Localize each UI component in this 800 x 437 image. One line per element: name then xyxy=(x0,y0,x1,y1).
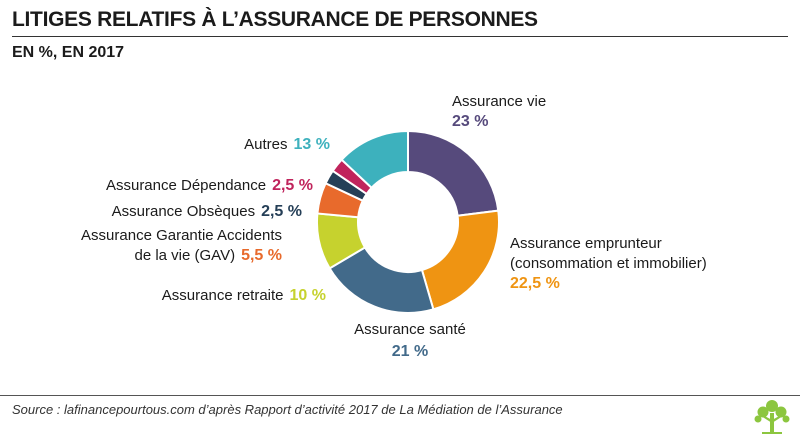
slice-label-gav: Assurance Garantie Accidents de la vie (G… xyxy=(81,227,282,264)
slice-label-autres: Autres 13 % xyxy=(244,136,330,153)
slice-label-dependance: Assurance Dépendance 2,5 % xyxy=(106,177,313,194)
slice-autres xyxy=(340,129,409,190)
slice-label-obseques: Assurance Obsèques 2,5 % xyxy=(112,203,302,220)
slice-label-line: Assurance emprunteur xyxy=(510,235,662,252)
slice-label-vie: Assurance vie 23 % xyxy=(452,93,546,130)
page-subtitle: EN %, EN 2017 xyxy=(12,44,125,61)
slice-value-dependance: 2,5 % xyxy=(272,177,313,194)
slice-emprunteur xyxy=(420,209,500,311)
slice-value-gav: 5,5 % xyxy=(241,247,282,264)
slice-value-emprunteur: 22,5 % xyxy=(510,275,560,292)
slice-value-retraite: 10 % xyxy=(290,287,326,304)
slice-vie xyxy=(407,129,500,217)
slice-label-line: Autres xyxy=(244,136,287,153)
slice-label-emprunteur: Assurance emprunteur (consommation et imm… xyxy=(510,235,707,292)
slice-value-sante: 21 % xyxy=(392,343,428,360)
footer-divider xyxy=(0,395,800,396)
slice-label-line: Assurance Obsèques xyxy=(112,203,255,220)
slice-label-sante: Assurance santé 21 % xyxy=(354,321,466,360)
slice-label-line: Assurance retraite xyxy=(162,287,284,304)
page-title: LITIGES RELATIFS À L’ASSURANCE DE PERSON… xyxy=(12,8,538,31)
tree-icon xyxy=(754,400,790,434)
slice-label-line: (consommation et immobilier) xyxy=(510,255,707,272)
title-divider xyxy=(12,36,788,37)
source-note: Source : lafinancepourtous.com d’après R… xyxy=(12,402,563,417)
donut-chart: Assurance vie 23 % Assurance emprunteur (co… xyxy=(81,93,707,360)
slice-value-obseques: 2,5 % xyxy=(261,203,302,220)
slice-label-line: Assurance santé xyxy=(354,321,466,338)
slice-label-line: Assurance vie xyxy=(452,93,546,110)
slice-label-line: Assurance Garantie Accidents xyxy=(81,227,282,244)
slice-label-retraite: Assurance retraite 10 % xyxy=(162,287,326,304)
slice-label-line: de la vie (GAV) xyxy=(134,247,235,264)
slice-label-line: Assurance Dépendance xyxy=(106,177,266,194)
slice-value-vie: 23 % xyxy=(452,113,488,130)
slice-value-autres: 13 % xyxy=(294,136,330,153)
